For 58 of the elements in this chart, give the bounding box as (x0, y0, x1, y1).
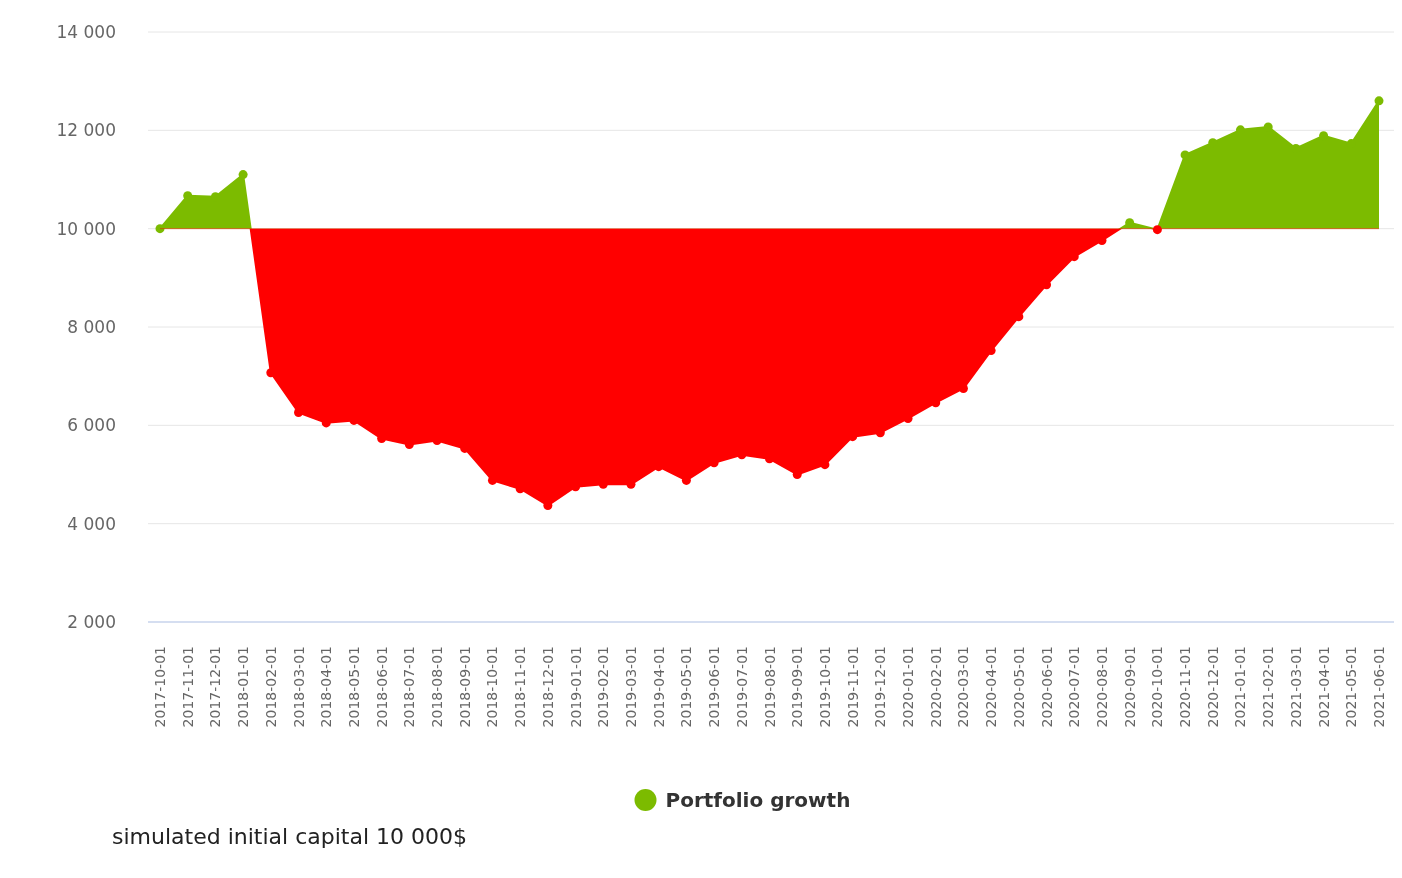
x-tick-label: 2018-11-01 (512, 646, 529, 728)
x-tick-label: 2018-02-01 (262, 646, 279, 728)
y-tick-label: 4 000 (67, 513, 116, 534)
y-tick-label: 2 000 (67, 611, 116, 632)
x-tick-label: 2018-07-01 (401, 646, 418, 728)
x-tick-label: 2019-01-01 (567, 646, 584, 728)
y-tick-label: 12 000 (56, 120, 116, 141)
x-tick-label: 2020-05-01 (1010, 646, 1027, 728)
x-tick-label: 2020-07-01 (1066, 646, 1083, 728)
x-tick-label: 2018-06-01 (373, 646, 390, 728)
x-tick-label: 2019-02-01 (595, 646, 612, 728)
x-tick-label: 2019-05-01 (678, 646, 695, 728)
point (238, 170, 248, 180)
x-tick-label: 2019-11-01 (844, 646, 861, 728)
text: simulated initial capital 10 000$ (112, 824, 467, 849)
x-tick-label: 2019-07-01 (733, 646, 750, 728)
y-tick-label: 14 000 (56, 21, 116, 42)
point (1180, 150, 1190, 160)
x-tick-label: 2017-10-01 (152, 646, 168, 728)
x-tick-label: 2018-09-01 (456, 646, 473, 728)
y-tick-label: 10 000 (56, 218, 116, 239)
x-tick-label: 2018-03-01 (290, 646, 307, 728)
x-tick-label: 2019-12-01 (872, 646, 889, 728)
x-tick-label: 2020-10-01 (1149, 646, 1166, 728)
x-tick-label: 2020-11-01 (1177, 646, 1194, 728)
point (155, 224, 165, 234)
x-tick-label: 2018-10-01 (484, 646, 501, 728)
x-tick-label: 2020-01-01 (900, 646, 917, 728)
x-tick-label: 2018-08-01 (429, 646, 446, 728)
point (1374, 96, 1384, 106)
y-tick-label: 6 000 (67, 415, 116, 436)
x-tick-label: 2021-02-01 (1260, 646, 1277, 728)
x-tick-label: 2021-04-01 (1315, 646, 1332, 728)
x-tick-label: 2018-01-01 (235, 646, 252, 728)
x-tick-label: 2019-09-01 (789, 646, 806, 728)
x-tick-label: 2019-04-01 (650, 646, 667, 728)
x-tick-label: 2019-06-01 (706, 646, 723, 728)
x-tick-label: 2021-06-01 (1371, 646, 1387, 728)
x-tick-label: 2018-05-01 (345, 646, 362, 728)
x-tick-label: 2021-03-01 (1287, 646, 1304, 728)
x-tick-label: 2020-04-01 (983, 646, 1000, 728)
x-tick-label: 2020-12-01 (1204, 646, 1221, 728)
legend-label: Portfolio growth (665, 788, 851, 812)
x-tick-label: 2020-06-01 (1038, 646, 1055, 728)
x-tick-label: 2021-01-01 (1232, 646, 1249, 728)
x-tick-label: 2019-10-01 (816, 646, 833, 728)
x-tick-label: 2020-08-01 (1093, 646, 1110, 728)
x-tick-label: 2017-12-01 (207, 646, 224, 728)
y-tick-label: 8 000 (67, 316, 116, 337)
x-tick-label: 2017-11-01 (179, 646, 196, 728)
x-tick-label: 2018-12-01 (539, 646, 556, 728)
x-tick-label: 2020-03-01 (955, 646, 972, 728)
x-tick-label: 2020-09-01 (1121, 646, 1138, 728)
x-tick-label: 2020-02-01 (927, 646, 944, 728)
x-tick-label: 2021-05-01 (1343, 646, 1360, 728)
x-tick-label: 2019-08-01 (761, 646, 778, 728)
x-tick-label: 2018-04-01 (318, 646, 335, 728)
x-tick-label: 2019-03-01 (622, 646, 639, 728)
